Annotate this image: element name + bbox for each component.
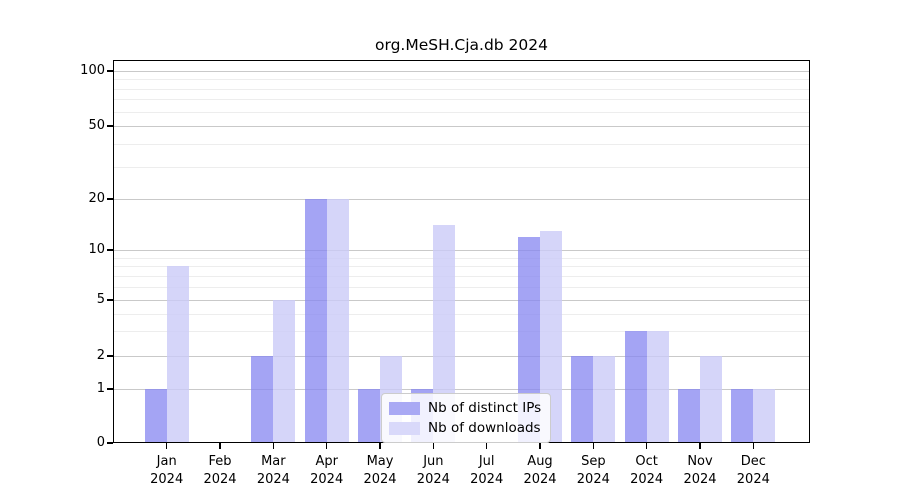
legend-swatch-distinct-ips xyxy=(389,401,420,415)
x-tick-mark-oct xyxy=(645,443,648,449)
plot-area xyxy=(113,60,810,443)
y-tick-mark-0 xyxy=(107,442,113,444)
major-gridline-2 xyxy=(114,356,809,357)
x-tick-label-jun: Jun 2024 xyxy=(416,454,450,487)
x-tick-mark-jul xyxy=(485,443,488,449)
x-tick-mark-may xyxy=(379,443,381,449)
major-gridline-50 xyxy=(114,126,809,127)
x-tick-mark-jun xyxy=(432,443,435,449)
minor-gridline-4 xyxy=(114,313,809,315)
minor-gridline-30 xyxy=(114,166,809,168)
major-gridline-5 xyxy=(114,300,809,301)
x-tick-label-nov: Nov 2024 xyxy=(683,454,717,487)
x-tick-mark-sep xyxy=(592,443,595,449)
y-tick-mark-20 xyxy=(107,198,113,200)
x-tick-mark-jan xyxy=(166,443,168,449)
major-gridline-20 xyxy=(114,199,809,200)
major-gridline-10 xyxy=(114,250,809,251)
minor-gridline-7 xyxy=(114,275,809,277)
legend-label-0: Nb of distinct IPs xyxy=(428,400,542,416)
minor-gridline-9 xyxy=(114,257,809,259)
chart-title: org.MeSH.Cja.db 2024 xyxy=(374,36,548,54)
major-gridline-1 xyxy=(114,389,809,390)
x-tick-label-oct: Oct 2024 xyxy=(630,454,664,487)
y-tick-label-2: 2 xyxy=(96,348,105,363)
x-tick-label-mar: Mar 2024 xyxy=(256,454,290,487)
y-tick-mark-5 xyxy=(107,299,113,301)
x-tick-label-apr: Apr 2024 xyxy=(310,454,344,487)
minor-gridline-70 xyxy=(114,99,809,101)
minor-gridline-3 xyxy=(114,331,809,333)
x-tick-mark-apr xyxy=(325,443,328,449)
y-tick-mark-10 xyxy=(107,249,113,251)
y-tick-label-5: 5 xyxy=(96,292,105,307)
minor-gridline-40 xyxy=(114,143,809,145)
minor-gridline-60 xyxy=(114,111,809,113)
minor-gridline-90 xyxy=(114,79,809,81)
x-tick-mark-feb xyxy=(219,443,221,449)
x-tick-label-jul: Jul 2024 xyxy=(470,454,504,487)
y-tick-label-1: 1 xyxy=(96,381,105,396)
x-tick-label-may: May 2024 xyxy=(363,454,397,487)
minor-gridline-80 xyxy=(114,88,809,90)
y-tick-label-0: 0 xyxy=(96,435,105,450)
y-tick-label-50: 50 xyxy=(88,118,105,133)
x-tick-mark-aug xyxy=(539,443,541,449)
x-tick-label-sep: Sep 2024 xyxy=(576,454,610,487)
minor-gridline-6 xyxy=(114,286,809,288)
y-tick-mark-50 xyxy=(107,125,113,127)
x-tick-mark-mar xyxy=(272,443,275,449)
x-tick-label-dec: Dec 2024 xyxy=(736,454,770,487)
major-gridline-100 xyxy=(114,71,809,72)
y-tick-label-20: 20 xyxy=(88,191,105,206)
x-tick-mark-dec xyxy=(752,443,755,449)
x-tick-label-aug: Aug 2024 xyxy=(523,454,557,487)
y-tick-mark-100 xyxy=(107,70,113,72)
legend-row-1: Nb of downloads xyxy=(389,420,541,436)
legend-row-0: Nb of distinct IPs xyxy=(389,400,541,416)
gridline-layer xyxy=(114,60,809,442)
y-tick-label-10: 10 xyxy=(88,242,105,257)
legend: Nb of distinct IPs Nb of downloads xyxy=(381,393,552,443)
legend-label-1: Nb of downloads xyxy=(428,420,541,436)
minor-gridline-8 xyxy=(114,266,809,268)
x-tick-mark-nov xyxy=(699,443,701,449)
y-tick-label-100: 100 xyxy=(80,63,105,78)
y-tick-mark-1 xyxy=(107,388,113,390)
legend-swatch-downloads xyxy=(389,421,420,435)
x-tick-label-jan: Jan 2024 xyxy=(150,454,184,487)
x-tick-label-feb: Feb 2024 xyxy=(203,454,237,487)
y-tick-mark-2 xyxy=(107,355,113,357)
